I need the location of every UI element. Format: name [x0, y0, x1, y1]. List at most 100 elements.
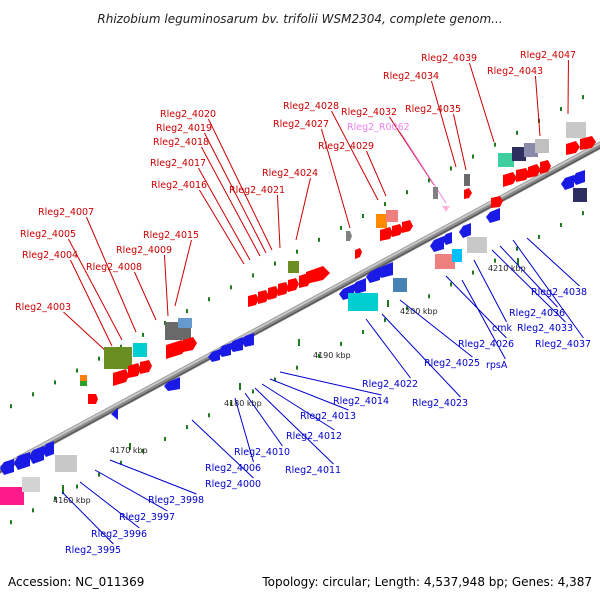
leader-line: [79, 481, 140, 529]
gene-feature: [133, 343, 147, 357]
gc-dot: [208, 297, 210, 302]
gene-feature: [208, 349, 220, 362]
gene-feature: [486, 208, 500, 223]
gc-dot: [252, 389, 254, 394]
leader-line: [276, 194, 281, 249]
gc-content-track: [10, 95, 584, 525]
gene-feature: [0, 487, 24, 505]
gene-feature: [442, 232, 452, 245]
gene-feature: [386, 210, 398, 222]
gene-feature: [442, 206, 450, 212]
gc-dot: [516, 130, 518, 135]
scale-tick-label: 4170 kbp: [110, 446, 148, 455]
leader-line: [295, 177, 311, 241]
leader-line: [199, 189, 245, 265]
leader-line: [365, 150, 387, 197]
gc-dot: [142, 448, 144, 453]
map-title: Rhizobium leguminosarum bv. trifolii WSM…: [97, 12, 502, 26]
leader-line: [69, 259, 113, 347]
leader-lines: [61, 59, 584, 545]
gene-label: Rleg2_4026: [458, 339, 514, 350]
gene-label: Rleg2_4017: [150, 158, 206, 169]
gene-feature: [248, 294, 259, 307]
leader-line: [512, 239, 584, 339]
accession-text: Accession: NC_011369: [8, 575, 144, 589]
gene-label: Rleg2_4011: [285, 465, 341, 476]
gene-label: Rleg2_4022: [362, 379, 418, 390]
leader-line: [473, 259, 507, 323]
gene-label: Rleg2_3997: [119, 512, 175, 523]
gc-dot: [582, 95, 584, 100]
leader-line: [534, 75, 541, 137]
gene-feature: [164, 377, 180, 391]
gc-dot: [516, 246, 518, 251]
gene-feature: [572, 170, 585, 185]
gene-label: Rleg2_4003: [15, 302, 71, 313]
gene-label: Rleg2_4036: [509, 308, 565, 319]
gene-feature: [503, 172, 517, 187]
gc-dot: [538, 234, 540, 239]
gc-dot: [142, 332, 144, 337]
gc-dot: [428, 178, 430, 183]
gene-label: rpsA: [486, 360, 508, 371]
gene-feature: [229, 337, 243, 352]
gene-feature: [491, 196, 503, 208]
gc-dot: [274, 377, 276, 382]
leader-line: [445, 275, 507, 339]
gene-label: Rleg2_4027: [273, 119, 329, 130]
leader-line: [468, 62, 495, 143]
gene-label: Rleg2_4016: [151, 180, 207, 191]
gc-dot: [362, 330, 364, 334]
gc-dot: [472, 270, 474, 275]
gene-feature: [377, 262, 393, 278]
gc-dot: [32, 508, 34, 513]
gene-label: Rleg2_4009: [116, 245, 172, 256]
gene-feature: [352, 278, 366, 294]
gene-label: Rleg2_4014: [333, 396, 389, 407]
gene-label: Rleg2_4020: [160, 109, 216, 120]
gene-feature: [392, 224, 403, 237]
gene-label: Rleg2_4032: [341, 107, 397, 118]
gc-dot: [98, 356, 100, 361]
gene-label: Rleg2_4018: [153, 137, 209, 148]
leader-line: [94, 469, 168, 512]
gene-label: Rleg2_4024: [262, 168, 318, 179]
gc-dot: [54, 496, 56, 501]
gene-label: Rleg2_4038: [531, 287, 587, 298]
gc-dot: [318, 353, 320, 358]
gc-dot: [494, 142, 496, 147]
gene-feature: [166, 340, 187, 359]
gc-dot: [296, 365, 298, 370]
gene-feature: [464, 188, 472, 199]
gc-dot: [98, 472, 100, 477]
gene-feature: [241, 333, 254, 347]
gene-label: Rleg2_4043: [487, 66, 543, 77]
leader-line: [61, 491, 114, 545]
gene-feature: [512, 147, 526, 161]
gc-dot: [406, 190, 408, 195]
gc-dot: [186, 309, 188, 314]
gene-feature: [111, 408, 118, 420]
gene-feature: [452, 249, 462, 262]
gc-dot: [32, 392, 34, 397]
gene-feature: [402, 220, 413, 233]
gene-feature: [535, 139, 549, 153]
leader-line: [331, 110, 379, 201]
gene-label: Rleg2_4008: [86, 262, 142, 273]
gc-dot: [450, 282, 452, 287]
gene-feature: [346, 231, 352, 241]
gene-label: Rleg2_4015: [143, 230, 199, 241]
gc-dot: [560, 107, 562, 112]
gc-dot: [274, 261, 276, 266]
leader-line: [174, 239, 192, 307]
gene-feature: [524, 143, 538, 157]
leader-line: [399, 299, 473, 358]
leader-line: [526, 237, 580, 287]
gc-dot: [384, 202, 386, 207]
leader-line: [399, 131, 447, 204]
gene-feature: [430, 236, 444, 252]
leader-line: [430, 80, 457, 168]
gene-feature: [566, 141, 580, 155]
gene-labels: Rleg2_4003 Rleg2_4004 Rleg2_4005 Rleg2_4007…: [15, 50, 591, 556]
